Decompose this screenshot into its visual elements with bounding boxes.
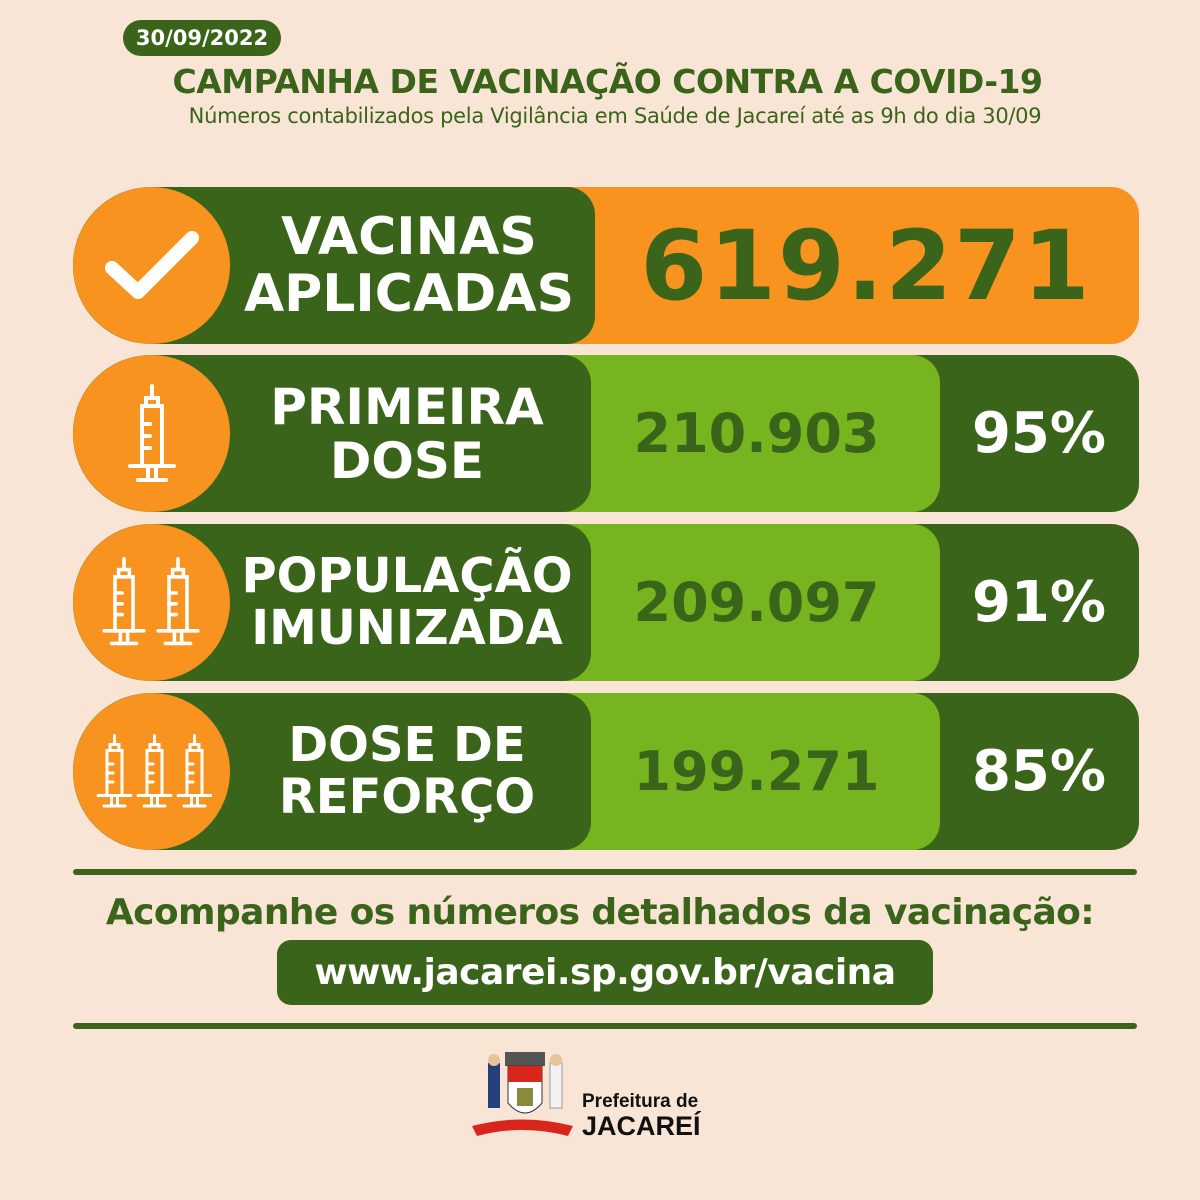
jacarei-coat-of-arms-logo xyxy=(470,1048,575,1147)
follow-text: Acompanhe os números detalhados da vacin… xyxy=(105,892,1095,933)
divider xyxy=(73,1023,1137,1029)
three-syringes-icon xyxy=(73,693,230,850)
logo-text: Prefeitura de JACAREÍ xyxy=(582,1091,701,1141)
date-badge: 30/09/2022 xyxy=(123,20,281,56)
vaccine-url-link[interactable]: www.jacarei.sp.gov.br/vacina xyxy=(277,940,933,1005)
label-line: DOSE xyxy=(329,431,485,490)
label-line: IMUNIZADA xyxy=(251,599,563,656)
stat-percent: 85% xyxy=(971,739,1107,804)
label-line: DOSE DE xyxy=(288,716,526,773)
label-line: PRIMEIRA xyxy=(270,377,544,436)
divider xyxy=(73,869,1137,875)
label-line: APLICADAS xyxy=(243,263,575,324)
label-line: POPULAÇÃO xyxy=(241,547,573,604)
two-syringes-icon xyxy=(73,524,230,681)
check-icon xyxy=(73,187,230,344)
stat-value: 199.271 xyxy=(513,693,940,850)
stat-percent: 95% xyxy=(971,401,1107,466)
label-line: REFORÇO xyxy=(278,768,536,825)
stat-row-primeira-dose: 210.903 95% PRIMEIRA DOSE xyxy=(73,355,1139,512)
logo-line1: Prefeitura de xyxy=(582,1091,699,1112)
stat-row-populacao-imunizada: 209.097 91% POPULAÇÃO IMUNIZADA xyxy=(73,524,1139,681)
label-line: VACINAS xyxy=(281,207,537,268)
stat-row-dose-de-reforco: 199.271 85% DOSE DE REFORÇO xyxy=(73,693,1139,850)
stat-percent: 91% xyxy=(971,570,1107,635)
syringe-icon xyxy=(73,355,230,512)
logo-line2: JACAREÍ xyxy=(582,1110,701,1141)
page-subtitle: Números contabilizados pela Vigilância e… xyxy=(188,104,1042,128)
stat-row-vacinas-aplicadas: 619.271 VACINAS APLICADAS xyxy=(73,187,1139,344)
stat-value: 619.271 xyxy=(640,209,1092,322)
page-title: CAMPANHA DE VACINAÇÃO CONTRA A COVID-19 xyxy=(172,62,1043,101)
